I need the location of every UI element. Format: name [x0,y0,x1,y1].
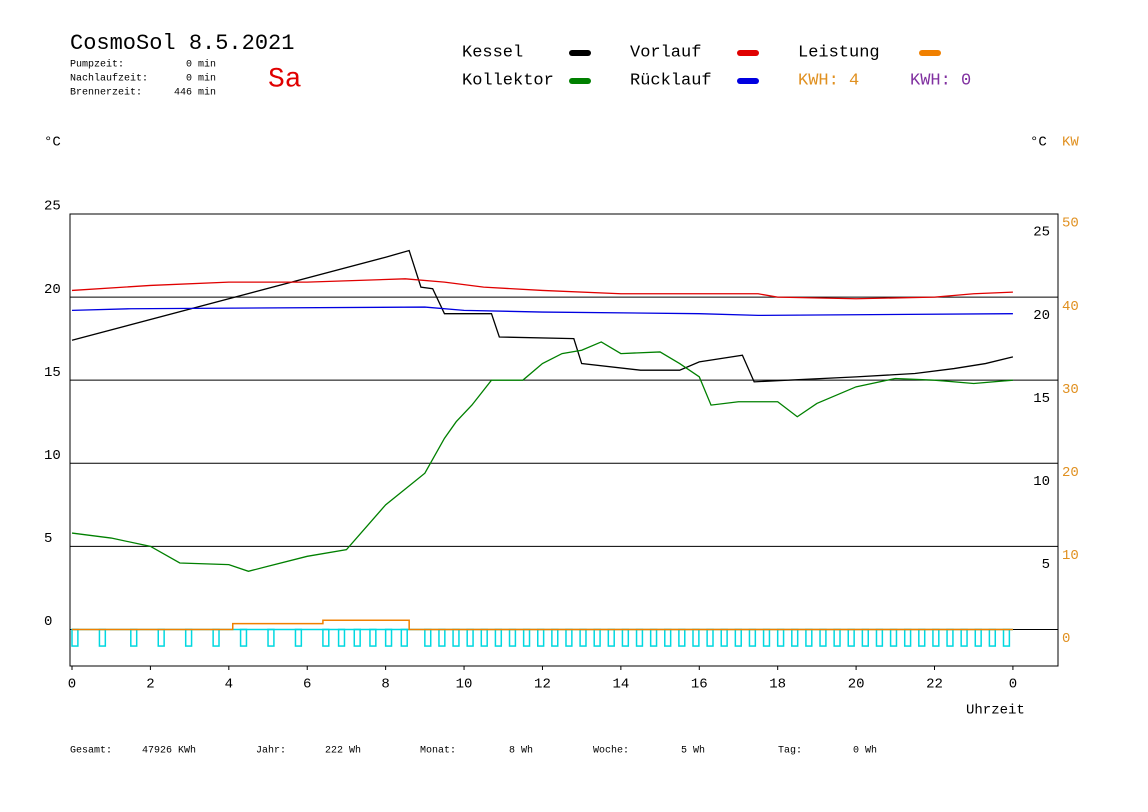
y-tick-label: 5 [44,531,52,547]
y2-unit: KW [1062,135,1079,151]
info-label: Nachlaufzeit: [70,73,148,85]
y2-tick-label: 50 [1062,216,1079,232]
y-tick-label: 0 [44,614,52,630]
pump-pulse [384,628,393,647]
info-label: Brennerzeit: [70,87,142,99]
kwh-label: KWH: 4 [798,71,859,90]
y-tick-label: 25 [44,199,61,215]
y-tick-label: 10 [44,448,61,464]
x-tick-label: 14 [612,677,629,693]
legend-label: Leistung [798,43,880,62]
x-tick-label: 18 [769,677,786,693]
footer-value: 0 Wh [853,745,877,757]
y-tick-label: 20 [44,282,61,298]
x-tick-label: 0 [68,677,76,693]
pump-pulse [239,628,248,647]
info-label: Pumpzeit: [70,59,124,71]
pump-pulse [322,628,330,647]
y2-tick-label: 40 [1062,299,1079,315]
series-line [71,306,1013,317]
y-tick-label: 15 [44,365,61,381]
footer-value: 222 Wh [325,745,361,757]
x-tick-label: 22 [926,677,943,693]
kwh-label: KWH: 0 [910,71,971,90]
series-line [72,619,1013,631]
day: Sa [268,64,302,95]
legend-label: Vorlauf [630,43,701,62]
info-value: 0 min [186,73,216,85]
x-label: Uhrzeit [966,703,1025,719]
pump-pulse [353,628,361,647]
x-tick-label: 2 [146,677,154,693]
pump-pulse [294,628,303,647]
footer-label: Jahr: [256,745,286,757]
pump-pulse [369,628,377,647]
y-right-tick-label: 5 [1042,557,1050,573]
footer-value: 47926 KWh [142,745,196,757]
series-line [71,341,1013,572]
x-tick-label: 6 [303,677,311,693]
y2-tick-label: 20 [1062,465,1079,481]
footer-value: 8 Wh [509,745,533,757]
x-tick-label: 12 [534,677,551,693]
series-line [71,249,1014,383]
footer-label: Tag: [778,746,802,757]
x-tick-label: 16 [691,677,708,693]
pump-pulse [400,628,408,647]
y-unit: °C [44,135,61,151]
y-right-tick-label: 15 [1033,391,1050,407]
x-tick-label: 4 [225,677,233,693]
y-right-tick-label: 10 [1033,474,1050,490]
footer-label: Woche: [593,745,629,757]
info-value: 0 min [186,59,216,71]
footer-label: Monat: [420,746,456,757]
y-right-tick-label: 20 [1033,308,1050,324]
chart-title: CosmoSol 8.5.2021 [70,31,294,56]
pump-pulse [267,628,275,647]
y2-tick-label: 30 [1062,382,1079,398]
footer-label: Gesamt: [70,746,112,757]
y-right-tick-label: 25 [1033,225,1050,241]
legend-label: Kessel [462,43,523,62]
y2-tick-label: 10 [1062,548,1079,564]
legend-label: Kollektor [462,71,554,90]
x-tick-label: 20 [848,677,865,693]
y-right-unit: °C [1030,135,1047,151]
x-tick-label: 10 [456,677,473,693]
pump-pulse [337,628,346,647]
series-line [71,278,1013,300]
y2-tick-label: 0 [1062,631,1070,647]
x-tick-label: 8 [381,677,389,693]
footer-value: 5 Wh [681,745,705,757]
x-tick-label: 0 [1009,677,1017,693]
info-value: 446 min [174,87,216,99]
legend-label: Rücklauf [630,71,712,90]
